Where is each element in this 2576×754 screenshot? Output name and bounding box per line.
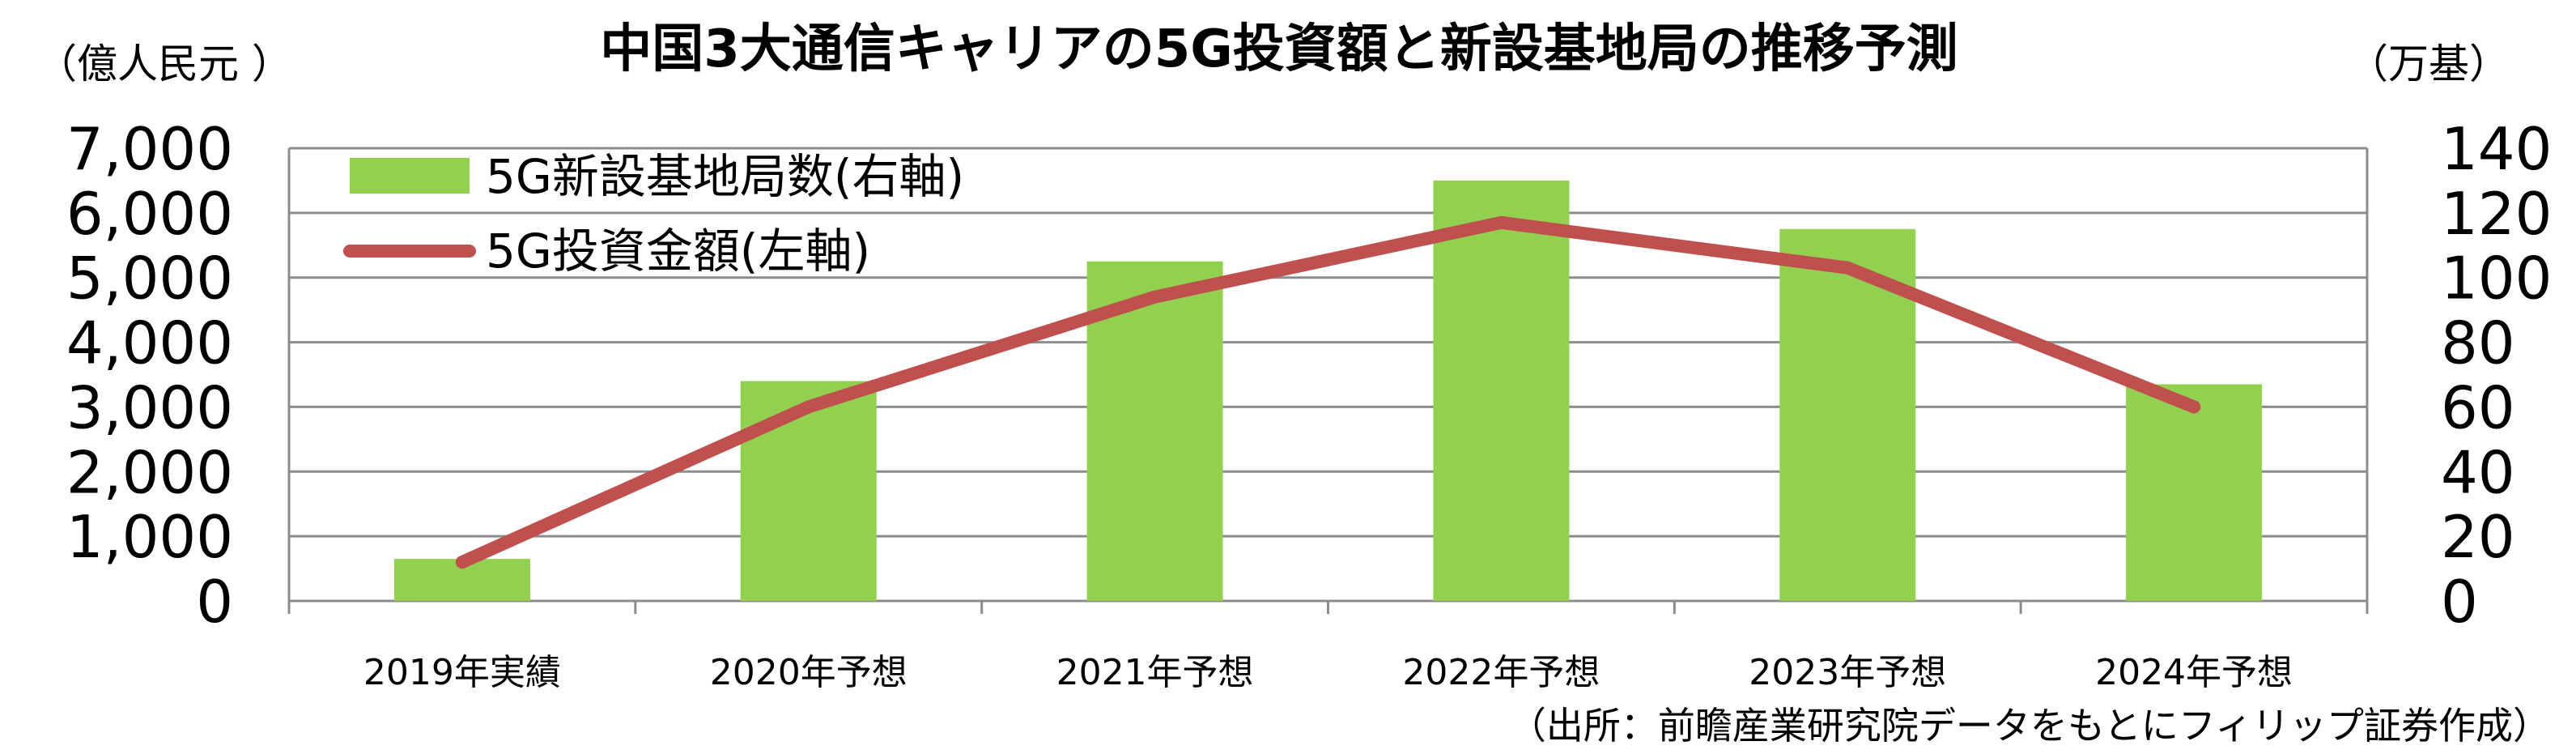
line-point [1494, 215, 1508, 229]
x-tick-label: 2022年予想 [1402, 652, 1600, 693]
left-tick-label: 2,000 [66, 438, 233, 506]
left-tick-label: 0 [196, 568, 233, 636]
right-tick-label: 140 [2441, 115, 2552, 183]
x-tick-label: 2023年予想 [1749, 652, 1946, 693]
right-tick-label: 20 [2441, 503, 2515, 571]
line-point [2187, 400, 2201, 414]
bar [1433, 180, 1570, 601]
line-point [801, 400, 815, 414]
left-axis-unit: （億人民元 ） [36, 40, 292, 87]
x-tick-label: 2024年予想 [2095, 652, 2293, 693]
left-tick-label: 3,000 [66, 373, 233, 441]
left-tick-label: 4,000 [66, 309, 233, 377]
x-tick-label: 2019年実績 [363, 652, 561, 693]
bar [2126, 384, 2263, 601]
line-point [1148, 290, 1162, 304]
gridlines [287, 147, 2369, 614]
x-tick-label: 2021年予想 [1056, 652, 1254, 693]
right-tick-label: 100 [2441, 245, 2552, 313]
line-point [1841, 261, 1855, 275]
right-tick-label: 0 [2441, 568, 2478, 636]
bar [740, 381, 877, 601]
x-tick-label: 2020年予想 [710, 652, 908, 693]
x-axis: 2019年実績 2020年予想 2021年予想 2022年予想 2023年予想 2024年… [363, 652, 2293, 693]
right-tick-label: 120 [2441, 180, 2552, 248]
right-tick-label: 60 [2441, 373, 2515, 441]
left-tick-label: 1,000 [66, 503, 233, 571]
left-tick-label: 6,000 [66, 180, 233, 248]
chart-title: 中国3大通信キャリアの5G投資額と新設基地局の推移予測 [600, 19, 1958, 79]
line-series [455, 215, 2201, 569]
bar-series [393, 180, 2263, 601]
legend: 5G新設基地局数(右軸) 5G投資金額(左軸) [343, 149, 964, 279]
right-tick-label: 80 [2441, 309, 2515, 377]
legend-label-bar: 5G新設基地局数(右軸) [486, 149, 964, 204]
right-axis-unit: （万基） [2348, 40, 2510, 87]
source-note: （出所：前瞻産業研究院データをもとにフィリップ証券作成） [1509, 704, 2550, 748]
series-line [455, 215, 2201, 569]
right-tick-label: 40 [2441, 438, 2515, 506]
line-point [455, 556, 469, 569]
left-tick-label: 5,000 [66, 245, 233, 313]
legend-label-line: 5G投資金額(左軸) [486, 224, 870, 279]
legend-swatch-bar [350, 158, 470, 194]
left-tick-label: 7,000 [66, 115, 233, 183]
